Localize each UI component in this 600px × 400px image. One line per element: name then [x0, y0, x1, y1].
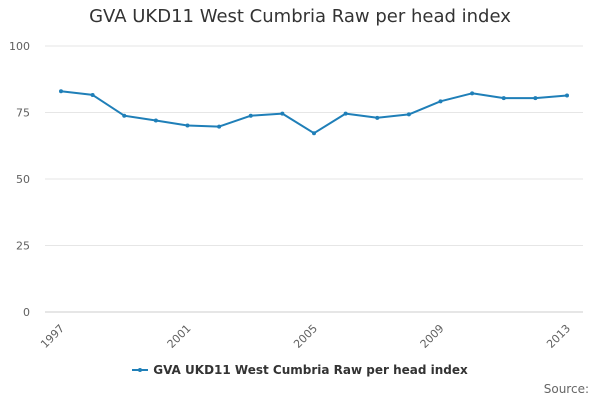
data-point[interactable] [406, 112, 411, 117]
x-tick-label: 2009 [418, 322, 447, 351]
data-point[interactable] [438, 99, 443, 104]
data-point[interactable] [533, 96, 538, 101]
data-point[interactable] [185, 123, 190, 128]
x-axis-ticks: 1997 2001 2005 2009 2013 [38, 322, 573, 351]
x-tick-label: 2001 [165, 322, 194, 351]
data-point[interactable] [59, 89, 63, 94]
chart-title: GVA UKD11 West Cumbria Raw per head inde… [89, 6, 511, 27]
y-tick-label: 75 [16, 107, 30, 120]
gridlines [45, 45, 583, 313]
x-tick-label: 2013 [544, 322, 573, 351]
legend-label: GVA UKD11 West Cumbria Raw per head inde… [153, 363, 468, 377]
data-point[interactable] [122, 113, 127, 118]
data-point[interactable] [470, 91, 475, 96]
y-axis-ticks: 0 25 50 75 100 [9, 40, 30, 319]
source-label[interactable]: Source: [543, 382, 589, 396]
data-point[interactable] [217, 124, 222, 129]
data-point[interactable] [565, 93, 569, 98]
x-tick-label: 1997 [38, 322, 67, 351]
y-tick-label: 50 [16, 173, 30, 186]
data-point[interactable] [375, 115, 380, 120]
data-point[interactable] [280, 111, 285, 116]
data-point[interactable] [312, 131, 316, 136]
data-point[interactable] [153, 118, 158, 123]
y-tick-label: 0 [23, 306, 30, 319]
x-tick-label: 2005 [291, 322, 320, 351]
legend-swatch [132, 365, 149, 375]
y-tick-label: 100 [9, 40, 30, 53]
data-point[interactable] [248, 113, 253, 118]
y-tick-label: 25 [16, 240, 30, 253]
legend[interactable]: GVA UKD11 West Cumbria Raw per head inde… [0, 363, 600, 377]
data-point[interactable] [501, 96, 506, 101]
series-layer [59, 89, 569, 136]
data-point[interactable] [90, 92, 95, 97]
data-point[interactable] [343, 111, 348, 116]
